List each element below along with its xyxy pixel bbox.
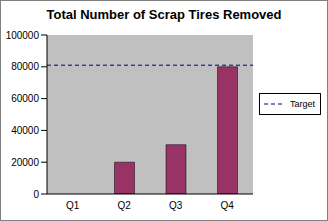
svg-text:80000: 80000: [11, 61, 39, 72]
svg-text:60000: 60000: [11, 93, 39, 104]
svg-text:0: 0: [33, 189, 39, 200]
svg-text:20000: 20000: [11, 157, 39, 168]
svg-text:Q3: Q3: [169, 200, 183, 211]
svg-text:Q1: Q1: [66, 200, 80, 211]
svg-text:Q2: Q2: [118, 200, 132, 211]
html-text:Total Number of Scrap Tires Re: Total Number of Scrap Tires Removed: [46, 7, 282, 22]
html-text:Target: Target: [290, 99, 315, 109]
svg-text:100000: 100000: [8, 30, 39, 41]
svg-text:Q4: Q4: [221, 200, 235, 211]
svg-text:40000: 40000: [11, 125, 39, 136]
